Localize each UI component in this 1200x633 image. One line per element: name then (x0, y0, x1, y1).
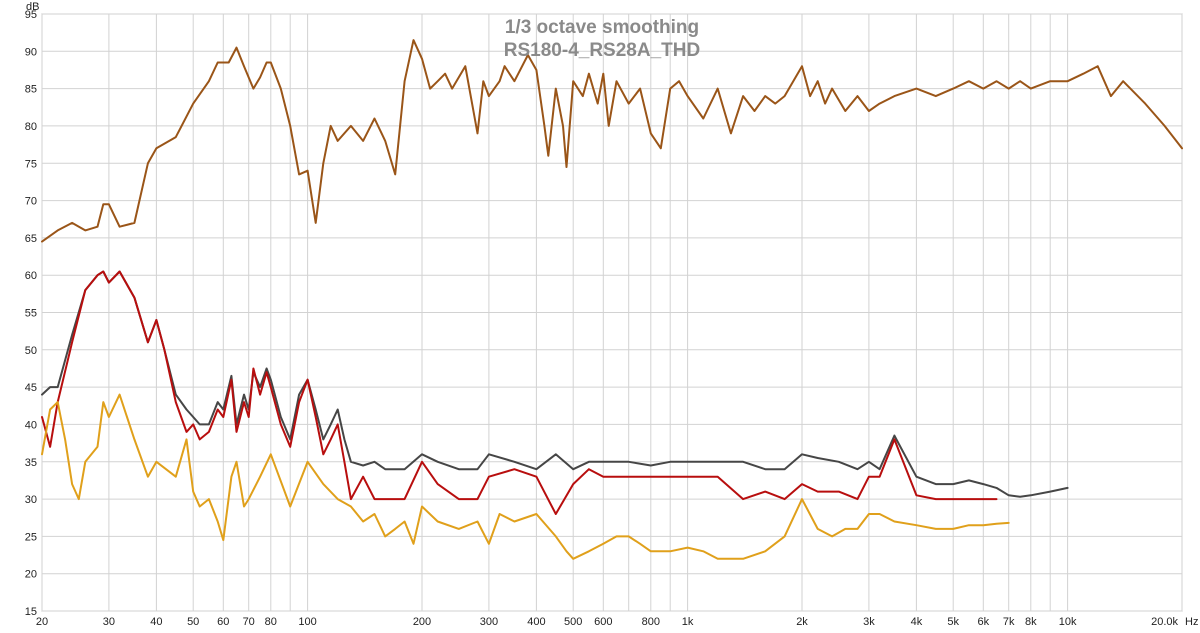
series-line-4 (41, 393, 1010, 560)
x-tick-label: 5k (947, 616, 959, 628)
x-tick-label: 3k (863, 616, 875, 628)
series-line-3 (41, 270, 998, 515)
x-tick-label: 10k (1059, 616, 1077, 628)
y-tick-label: 20 (25, 569, 37, 581)
x-tick-label: 80 (265, 616, 277, 628)
y-tick-label: 90 (25, 46, 37, 58)
x-tick-label: 8k (1025, 616, 1037, 628)
y-axis-unit: dB (26, 1, 39, 13)
x-tick-label: 600 (594, 616, 612, 628)
y-tick-label: 50 (25, 345, 37, 357)
x-axis-ticks: 20 30 40 50 60 70 80 100 200 300 400 500 600 800 1k 2k 3… (36, 616, 1179, 628)
y-tick-label: 15 (25, 606, 37, 618)
chart-subtitle: RS180-4_RS28A_THD (504, 40, 700, 61)
y-tick-label: 75 (25, 158, 37, 170)
chart-title: 1/3 octave smoothing (505, 17, 699, 38)
x-tick-label: 7k (1003, 616, 1015, 628)
x-tick-label: 50 (187, 616, 199, 628)
y-tick-label: 70 (25, 196, 37, 208)
x-tick-label: 20 (36, 616, 48, 628)
y-tick-label: 60 (25, 270, 37, 282)
x-tick-label: 800 (642, 616, 660, 628)
x-tick-label: 40 (150, 616, 162, 628)
y-tick-label: 80 (25, 121, 37, 133)
x-tick-label: 60 (217, 616, 229, 628)
y-axis-ticks: 15 20 25 30 35 40 45 50 55 60 65 70 75 80 85 90 95 (25, 9, 37, 618)
y-tick-label: 45 (25, 382, 37, 394)
x-tick-label: 300 (480, 616, 498, 628)
x-tick-label: 4k (911, 616, 923, 628)
y-tick-label: 35 (25, 457, 37, 469)
series-line-2 (41, 270, 1069, 498)
x-tick-label: 70 (243, 616, 255, 628)
x-tick-label: 20.0k (1151, 616, 1178, 628)
series-line-1 (41, 39, 1183, 243)
y-tick-label: 65 (25, 233, 37, 245)
x-tick-label: 2k (796, 616, 808, 628)
y-tick-label: 40 (25, 419, 37, 431)
x-tick-label: 100 (298, 616, 316, 628)
x-tick-label: 1k (682, 616, 694, 628)
x-tick-label: 500 (564, 616, 582, 628)
y-tick-label: 85 (25, 84, 37, 96)
y-tick-label: 25 (25, 531, 37, 543)
x-tick-label: 400 (527, 616, 545, 628)
y-tick-label: 55 (25, 308, 37, 320)
x-tick-label: 6k (977, 616, 989, 628)
x-tick-label: 200 (413, 616, 431, 628)
x-tick-label: 30 (103, 616, 115, 628)
x-axis-unit: Hz (1185, 616, 1198, 628)
y-tick-label: 30 (25, 494, 37, 506)
y-tick-label: 95 (25, 9, 37, 21)
grid-lines (41, 13, 1183, 612)
series-group (41, 39, 1183, 560)
